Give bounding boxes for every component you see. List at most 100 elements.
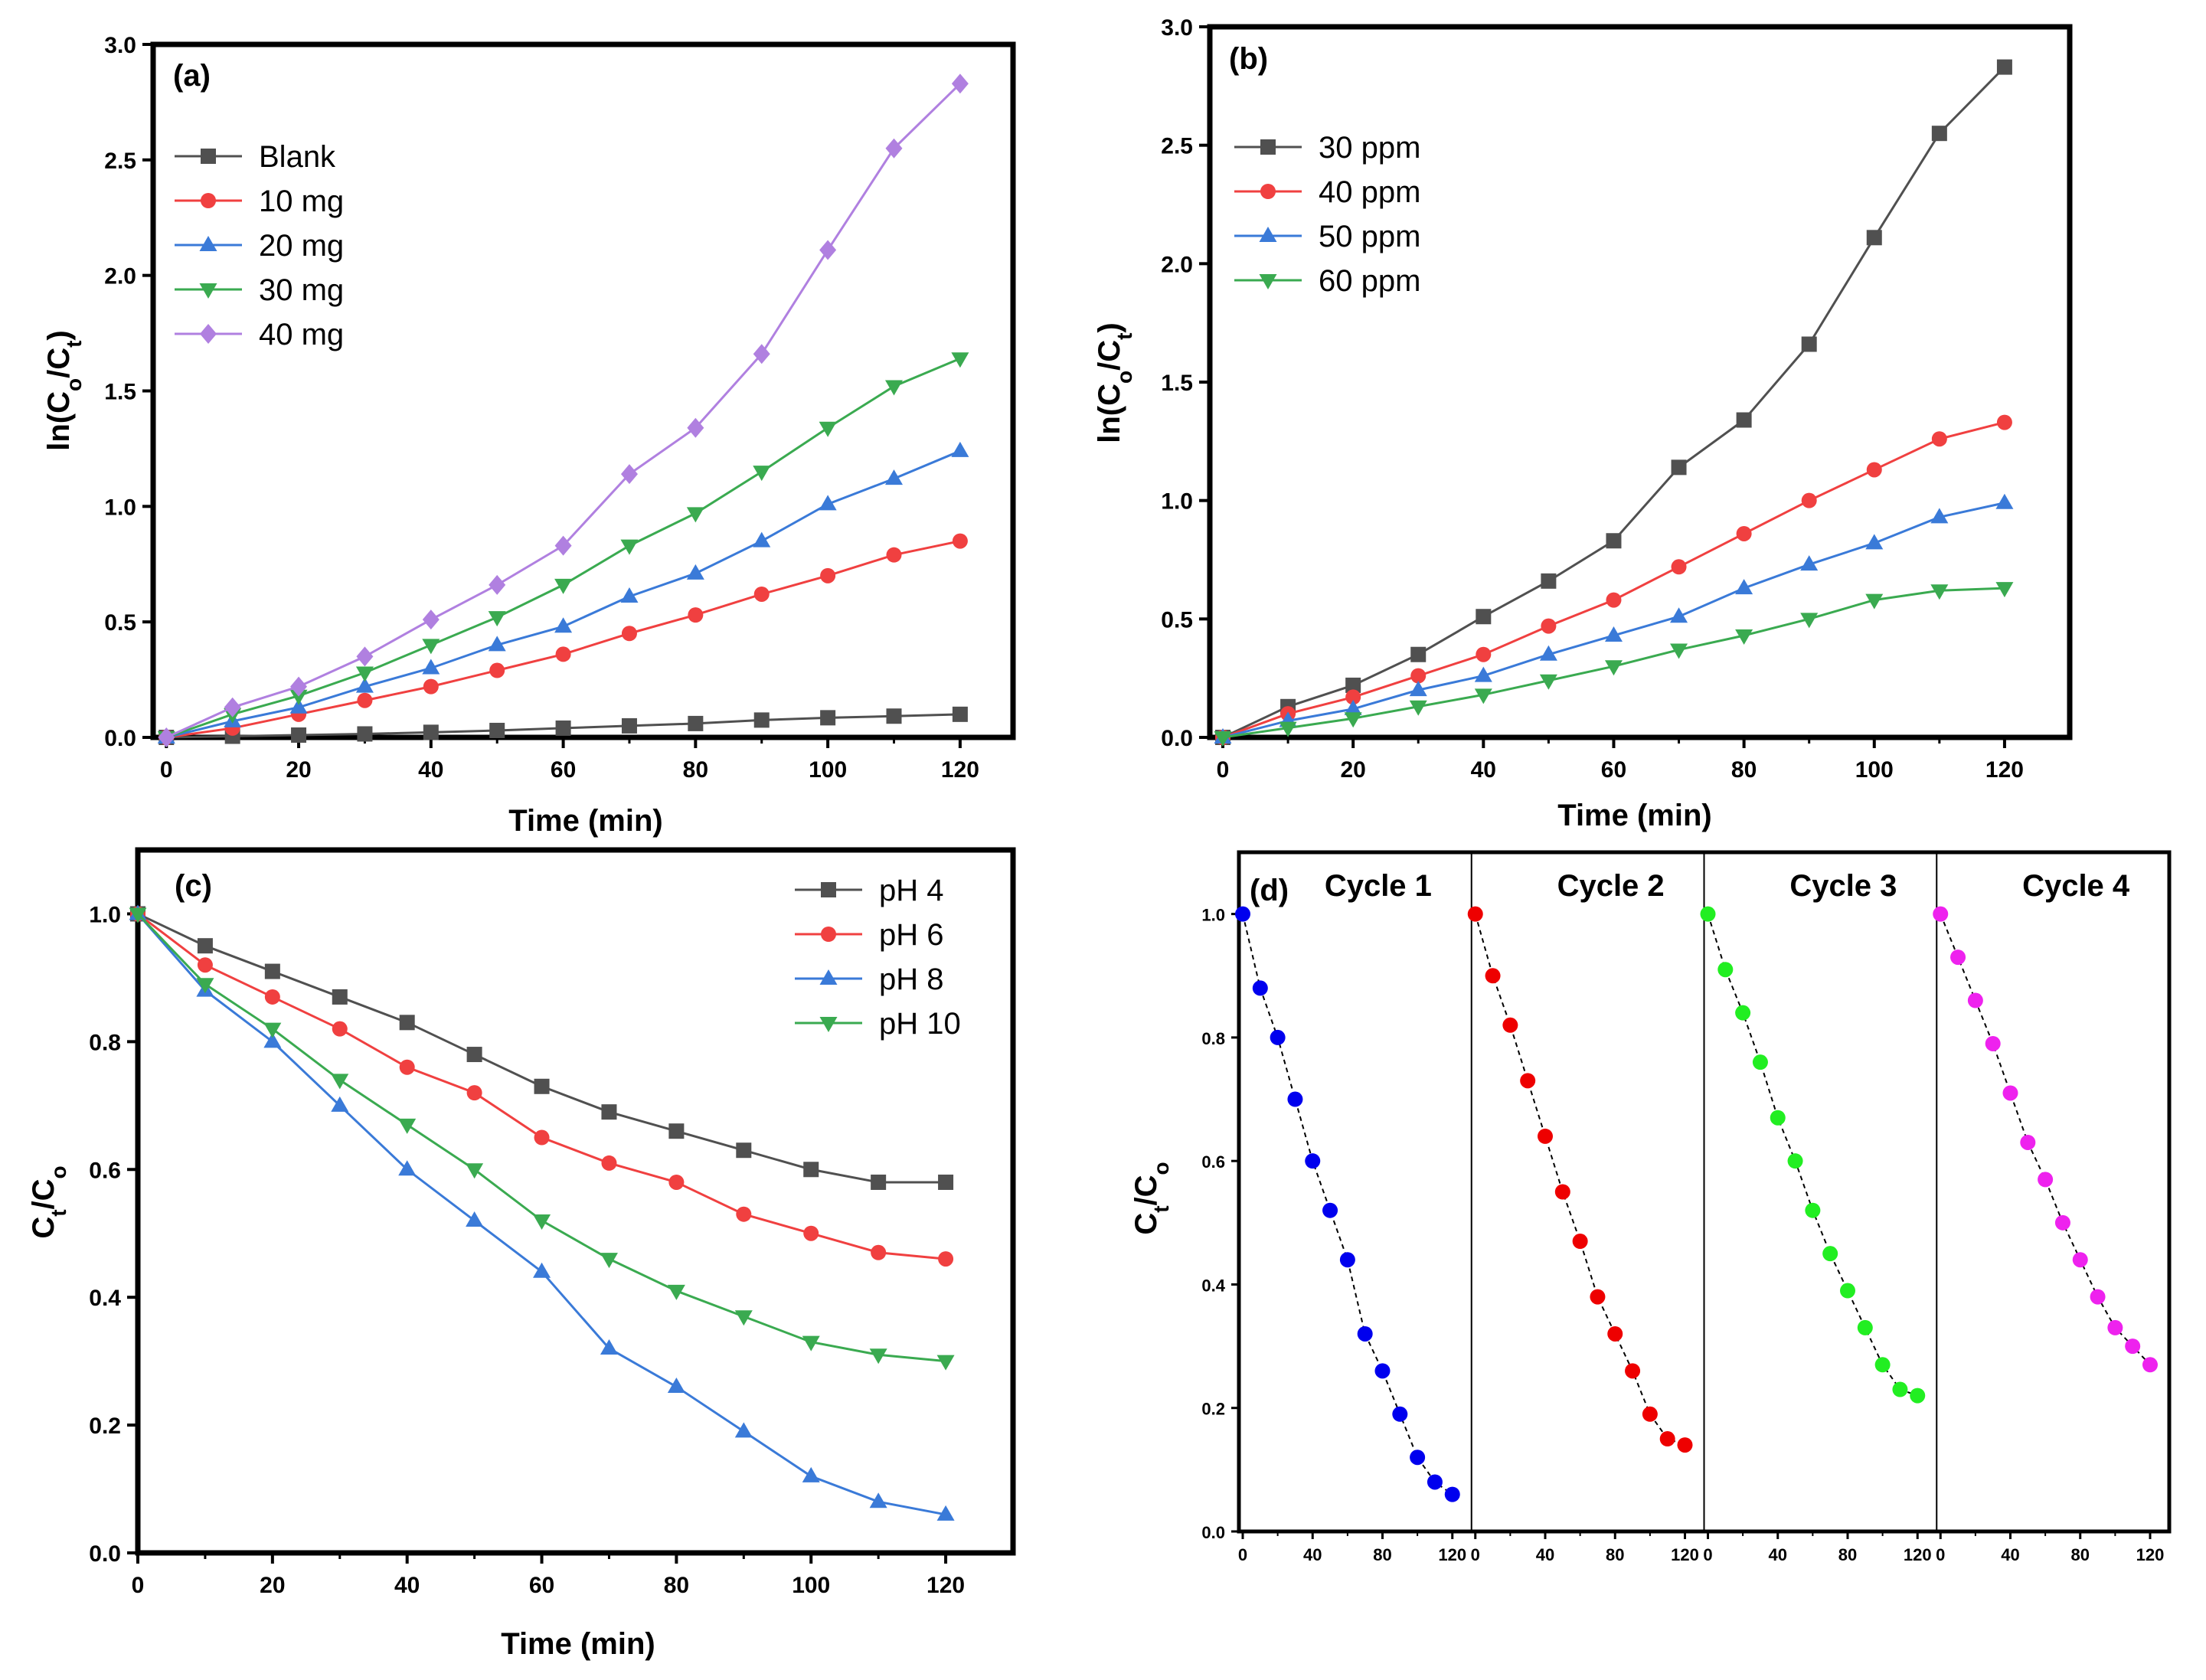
data-point (820, 567, 836, 583)
y-tick-label: 1.5 (1161, 371, 1193, 396)
y-tick-label: 1.0 (104, 495, 136, 520)
x-tick-label: 120 (1438, 1545, 1466, 1564)
cycle-label: Cycle 4 (2022, 869, 2130, 903)
data-point (1409, 700, 1427, 716)
data-point (753, 586, 770, 602)
data-point (1996, 414, 2012, 430)
legend-marker (1260, 184, 1276, 199)
data-point (466, 1047, 482, 1063)
y-axis-title-part: t (1113, 333, 1136, 340)
y-axis-title-part: /C (27, 1178, 60, 1209)
data-point (1444, 1486, 1460, 1502)
data-point (688, 715, 704, 731)
data-point (1996, 59, 2012, 75)
legend-marker (1259, 227, 1277, 242)
data-point (423, 724, 439, 740)
data-point (1252, 980, 1268, 996)
data-point (2107, 1319, 2123, 1335)
y-tick-label: 0.0 (104, 726, 136, 751)
data-point (621, 626, 637, 642)
data-point (1538, 1128, 1553, 1144)
data-point (224, 697, 241, 717)
data-point (1874, 1357, 1891, 1373)
data-point (355, 677, 374, 693)
x-tick-label: 20 (260, 1573, 285, 1598)
data-point (489, 722, 505, 738)
data-point (1476, 646, 1492, 662)
data-point (1736, 412, 1752, 428)
data-point (1409, 681, 1427, 697)
data-point (1677, 1437, 1693, 1453)
data-point (2002, 1085, 2018, 1101)
data-point (1933, 906, 1949, 922)
data-point (1590, 1289, 1606, 1305)
data-point (1572, 1234, 1588, 1250)
y-tick-label: 0.6 (1201, 1152, 1225, 1172)
y-tick-label: 0.4 (1201, 1276, 1225, 1295)
x-axis-title: Time (min) (1557, 799, 1712, 832)
data-point (197, 957, 213, 973)
legend-marker (201, 193, 216, 208)
data-point (488, 636, 506, 652)
x-tick-label: 120 (1671, 1545, 1699, 1564)
x-tick-label: 60 (551, 757, 576, 783)
data-point (1235, 906, 1250, 922)
data-point (398, 1118, 417, 1134)
data-point (1410, 1450, 1426, 1466)
cycle-4: 0 40 80 120 Cycle 4 (1933, 852, 2164, 1564)
data-point (886, 547, 902, 563)
data-point (466, 1085, 482, 1101)
data-point (936, 1355, 955, 1371)
data-point (1735, 1005, 1751, 1021)
data-point (332, 989, 348, 1005)
x-tick-label: 0 (1471, 1545, 1480, 1564)
data-point (1474, 666, 1492, 682)
data-point (871, 1244, 887, 1260)
data-point (1485, 968, 1501, 984)
y-tick-label: 2.5 (104, 149, 136, 174)
x-tick-label: 120 (2136, 1545, 2165, 1564)
x-tick-label: 40 (2001, 1545, 2019, 1564)
x-tick-label: 80 (1606, 1545, 1624, 1564)
data-point (1604, 660, 1623, 676)
data-point (534, 1129, 550, 1146)
data-point (533, 1262, 551, 1278)
y-axis-title-part: o (1113, 371, 1136, 384)
legend-label: 40 ppm (1319, 175, 1420, 209)
legend: Blank 10 mg 20 mg 30 mg 40 mg (175, 140, 344, 351)
legend-label: Blank (259, 140, 336, 174)
data-point (600, 1253, 618, 1269)
data-point (1840, 1283, 1855, 1299)
panel-b: 0 20 40 60 80 100 120 0.0 0.5 1.0 1.5 2.0 2.5 3.0 30 p… (1093, 15, 2073, 832)
data-point (869, 1348, 887, 1365)
data-point (1502, 1017, 1518, 1033)
x-tick-label: 100 (1855, 757, 1894, 783)
x-tick-label: 0 (160, 757, 173, 783)
data-point (667, 1284, 685, 1300)
data-point (1604, 626, 1623, 642)
y-tick-label: 2.0 (1161, 252, 1193, 277)
data-point (668, 1123, 685, 1139)
data-point (803, 1162, 819, 1178)
y-tick-label: 0.4 (89, 1286, 121, 1311)
data-point (1822, 1246, 1838, 1262)
data-point (1539, 645, 1557, 661)
data-point (355, 666, 374, 682)
data-point (951, 352, 969, 368)
series-line (136, 913, 946, 1516)
data-point (802, 1466, 820, 1482)
y-axis-title-part: t (62, 341, 86, 348)
cycle-trend-line (1940, 914, 2151, 1365)
data-point (489, 574, 506, 595)
data-point (1374, 1363, 1391, 1379)
legend-label: pH 4 (879, 874, 944, 907)
data-point (1410, 646, 1427, 662)
data-point (1717, 962, 1734, 978)
data-point (554, 617, 573, 633)
data-point (129, 907, 147, 923)
data-point (533, 1214, 551, 1231)
cycle-1: 0 40 80 120 Cycle 1 (1235, 869, 1466, 1564)
panel-a: 0 20 40 60 80 100 120 0.0 0.5 1.0 1.5 2.0 2.5 3.0 Blan… (42, 33, 1016, 838)
x-tick-label: 100 (809, 757, 847, 783)
data-point (1950, 949, 1966, 966)
